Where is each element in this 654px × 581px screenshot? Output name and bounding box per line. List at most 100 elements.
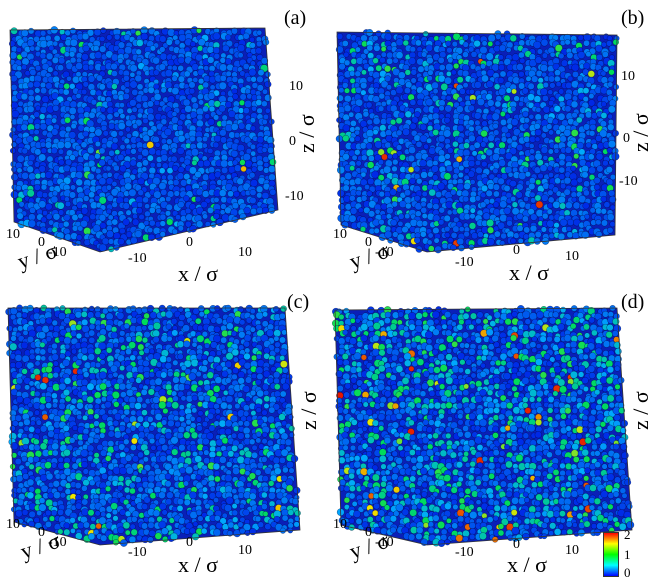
particle [195, 196, 202, 203]
particle [94, 397, 102, 405]
particle [45, 472, 54, 481]
particle [443, 129, 452, 138]
particle [202, 522, 209, 529]
particle [111, 201, 118, 208]
particle [141, 402, 148, 409]
particle [212, 141, 220, 149]
particle [10, 442, 19, 451]
particle [28, 510, 36, 519]
particle [89, 88, 97, 96]
particle [244, 450, 253, 459]
particle [173, 190, 180, 197]
particle [529, 191, 536, 198]
particle [349, 317, 356, 324]
particle [524, 171, 531, 178]
particle [184, 207, 192, 215]
particle [82, 428, 90, 435]
particle [249, 326, 256, 333]
particle [572, 70, 579, 78]
particle [93, 413, 100, 420]
particle [395, 51, 404, 60]
particle [349, 165, 355, 172]
particle [164, 480, 172, 488]
particle [540, 146, 549, 154]
particle [267, 165, 276, 173]
particle [76, 414, 83, 421]
particle [93, 45, 100, 52]
particle [390, 119, 397, 126]
particle [113, 111, 120, 118]
particle [63, 462, 70, 469]
particle [225, 461, 233, 468]
particle [373, 227, 380, 234]
particle [349, 136, 356, 143]
particle [106, 101, 114, 108]
particle [53, 35, 61, 42]
particle [69, 154, 76, 161]
particle [232, 516, 239, 523]
particle [372, 129, 379, 136]
particle [435, 191, 443, 198]
particle [57, 209, 65, 216]
particle [27, 94, 35, 102]
particle [99, 106, 107, 113]
particle [480, 63, 486, 70]
particle [444, 137, 451, 145]
particle [220, 136, 228, 144]
particle [455, 156, 463, 163]
particle [243, 420, 251, 428]
particle [89, 523, 97, 530]
particle [27, 219, 37, 228]
particle [452, 225, 460, 233]
particle [244, 470, 251, 477]
particle [547, 171, 555, 179]
x-tick-a-1: 0 [186, 235, 193, 250]
particle [233, 425, 240, 432]
particle [601, 219, 608, 227]
particle [101, 228, 108, 234]
particle [559, 182, 567, 190]
particle [559, 135, 567, 143]
particle [22, 472, 30, 480]
particle [64, 200, 72, 208]
particle [172, 376, 180, 384]
particle [601, 51, 609, 58]
particle [34, 45, 41, 52]
particle [87, 146, 95, 154]
particle [227, 450, 235, 458]
particle [273, 335, 280, 342]
particle [208, 105, 216, 113]
particle [172, 395, 179, 403]
particle [33, 438, 40, 446]
particle [123, 52, 130, 60]
particle [198, 394, 205, 402]
particle [413, 165, 421, 173]
particle [34, 123, 41, 130]
particle [493, 225, 500, 232]
particle [480, 192, 487, 199]
particle [498, 54, 504, 61]
particle [106, 34, 113, 41]
particle [225, 496, 234, 505]
particle [530, 213, 538, 221]
particle [188, 372, 197, 381]
particle [291, 497, 300, 505]
particle [222, 389, 229, 396]
particle [69, 100, 78, 109]
particle [82, 130, 89, 138]
particle [500, 232, 507, 240]
particle [80, 141, 88, 149]
particle [62, 424, 70, 432]
particle [534, 152, 543, 161]
particle [52, 104, 60, 112]
particle [33, 409, 41, 416]
particle [26, 491, 35, 500]
particle [348, 214, 357, 223]
particle [237, 113, 245, 120]
particle [129, 354, 136, 362]
particle [405, 202, 412, 210]
particle [438, 105, 445, 112]
particle [427, 171, 434, 178]
particle [108, 425, 115, 432]
particle [10, 74, 18, 83]
